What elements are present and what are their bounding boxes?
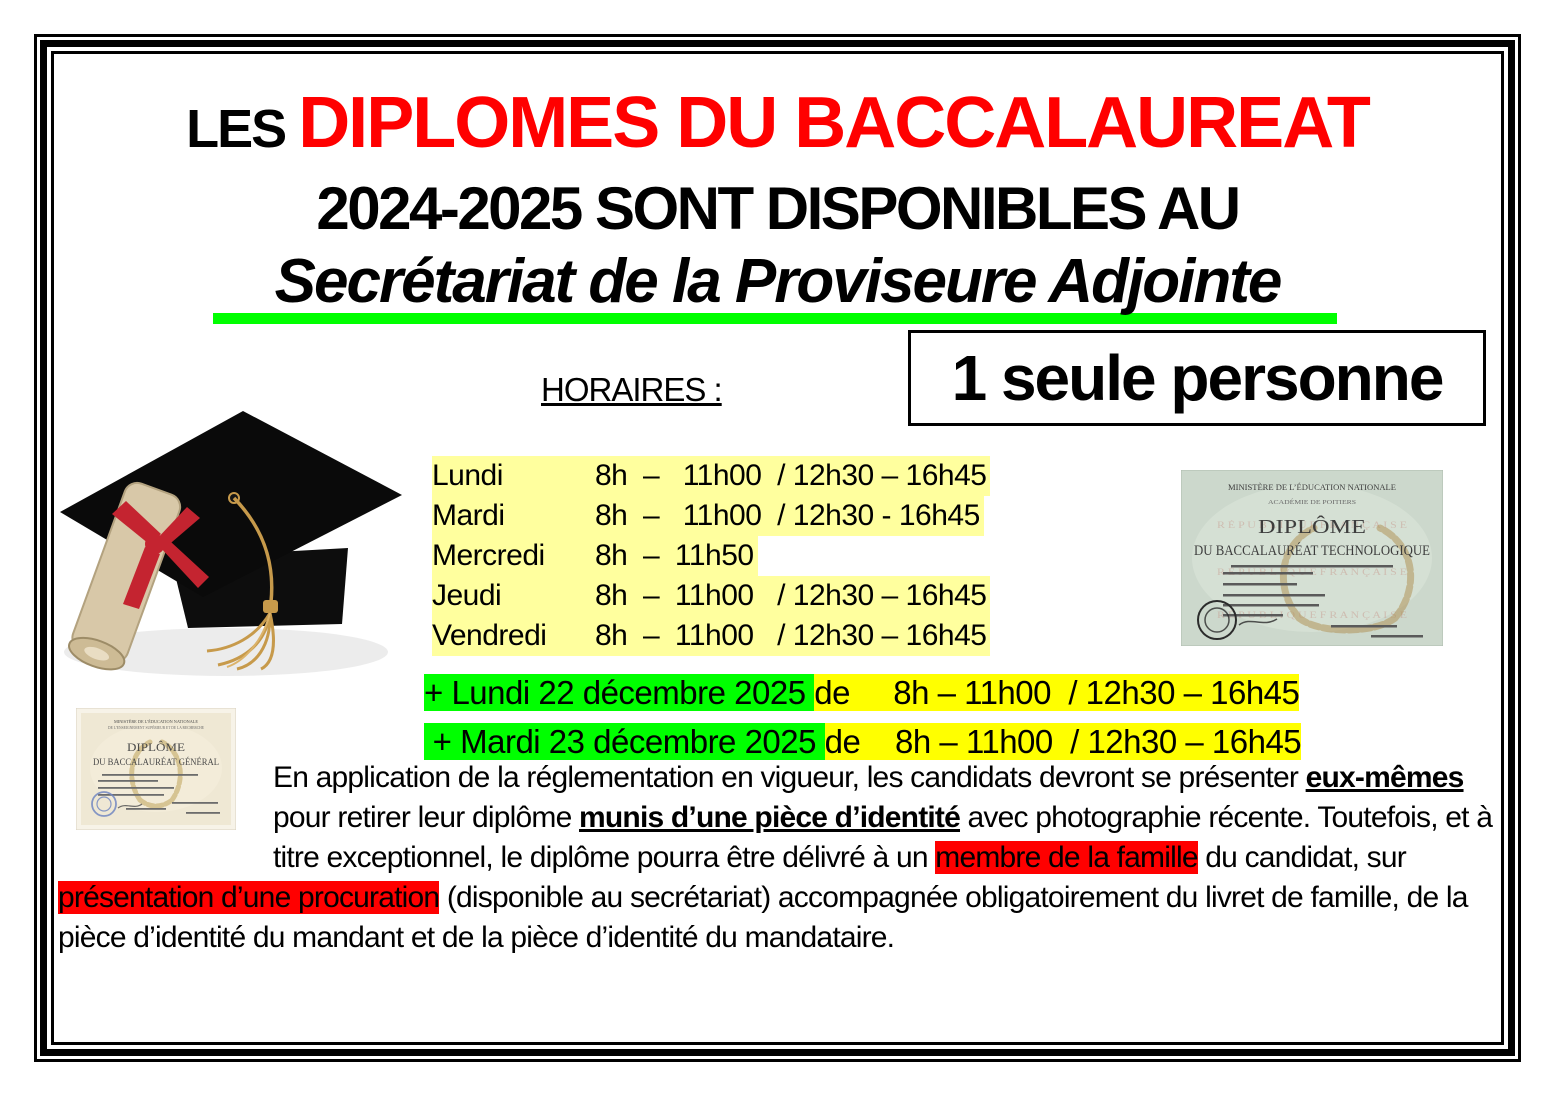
diploma-technologique-image: R É P U B L I Q U E F R A N Ç A I S E R … (1181, 470, 1443, 646)
tassel-shape (206, 492, 278, 671)
schedule-day: Mardi (432, 499, 505, 532)
diploma-header: MINISTÈRE DE L’ÉDUCATION NATIONALE (1228, 482, 1396, 492)
schedule-day: Mercredi (432, 539, 545, 572)
extra-day-date: + Lundi 22 décembre 2025 (424, 674, 815, 711)
watermark-text: R É P U B L I Q U E F R A N Ç A I S E (1217, 610, 1408, 620)
extra-day-time: de 8h – 11h00 / 12h30 – 16h45 (814, 674, 1300, 711)
notice-text: (disponible au secrétariat) accompagnée … (58, 881, 1468, 954)
schedule-time: 8h – 11h50 (595, 539, 754, 572)
schedule-row: Vendredi 8h – 11h00 / 12h30 – 16h45 (432, 616, 991, 656)
page-border-frame-inner (51, 51, 1504, 1045)
diploma-stamp (91, 791, 143, 817)
schedule-time: 8h – 11h00 / 12h30 – 16h45 (595, 619, 987, 652)
red-ribbon-shape (112, 501, 209, 609)
diploma-subheader: ACADÉMIE DE POITIERS (1268, 498, 1356, 506)
laurel-wreath-shape (1279, 524, 1415, 634)
schedule-row: Mercredi 8h – 11h50 (432, 536, 758, 576)
page-border-frame (34, 34, 1521, 1062)
title-line-2: 2024-2025 SONT DISPONIBLES AU (316, 175, 1241, 242)
title-line-1-prefix: LES (186, 99, 299, 159)
extra-day-time: de 8h – 11h00 / 12h30 – 16h45 (824, 723, 1302, 760)
extra-day-row: + Mardi 23 décembre 2025 de 8h – 11h00 /… (424, 718, 1302, 767)
page-border-frame-middle (40, 40, 1515, 1056)
schedule-row: Lundi 8h – 11h00 / 12h30 – 16h45 (432, 456, 991, 496)
diploma-general-image: MINISTÈRE DE L’ÉDUCATION NATIONALE DE L’… (76, 708, 236, 830)
graduation-cap-image (60, 411, 402, 676)
notice-emphasis-eux-memes: eux-mêmes (1305, 761, 1465, 794)
notice-text: En application de la réglementation en v… (273, 761, 1306, 794)
notice-highlight-procuration: présentation d’une procuration (58, 881, 440, 914)
notice-text: pour retirer leur diplôme (273, 801, 580, 834)
green-underline-bar (213, 313, 1337, 324)
text-wrap-spacer (58, 758, 273, 870)
schedule-day: Lundi (432, 459, 503, 492)
extra-day-row: + Lundi 22 décembre 2025 de 8h – 11h00 /… (424, 669, 1301, 718)
notice-text: avec photographie récente. Toutefois, et… (273, 801, 1493, 874)
diploma-title: DIPLÔME (1258, 514, 1366, 538)
extra-days-list: + Lundi 22 décembre 2025 de 8h – 11h00 /… (424, 669, 1302, 767)
diploma-body-lines (98, 774, 220, 814)
extra-day-date: + Mardi 23 décembre 2025 (424, 723, 825, 760)
notice-text: du candidat, sur (1197, 841, 1406, 874)
title-line-3: Secrétariat de la Proviseure Adjointe (274, 247, 1283, 316)
schedule-row: Mardi 8h – 11h00 / 12h30 - 16h45 (432, 496, 984, 536)
notice-highlight-membre-famille: membre de la famille (935, 841, 1199, 874)
diploma-title-2: DU BACCALAURÉAT GÉNÉRAL (93, 757, 219, 767)
diploma-stamp (1197, 600, 1278, 640)
diploma-body-lines (1223, 565, 1423, 638)
single-person-box: 1 seule personne (908, 330, 1486, 426)
diploma-header: MINISTÈRE DE L’ÉDUCATION NATIONALE (114, 719, 198, 724)
schedule-time: 8h – 11h00 / 12h30 - 16h45 (595, 499, 980, 532)
title-line-1: LES DIPLOMES DU BACCALAUREAT (0, 82, 1555, 164)
title-line-1-main: DIPLOMES DU BACCALAUREAT (298, 83, 1371, 163)
schedule-list: Lundi 8h – 11h00 / 12h30 – 16h45 Mardi 8h … (432, 456, 991, 656)
schedule-time: 8h – 11h00 / 12h30 – 16h45 (595, 579, 987, 612)
schedule-day: Jeudi (432, 579, 502, 612)
diploma-subheader: DE L’ENSEIGNEMENT SUPÉRIEUR ET DE LA REC… (108, 725, 204, 730)
diploma-title: DIPLÔME (127, 740, 185, 754)
diploma-scroll-shape (68, 481, 209, 671)
horaires-heading: HORAIRES : (541, 371, 723, 408)
notice-emphasis-piece-identite: munis d’une pièce d’identité (579, 801, 961, 834)
diploma-title-2: DU BACCALAURÉAT TECHNOLOGIQUE (1194, 542, 1430, 559)
schedule-day: Vendredi (432, 619, 547, 652)
notice-paragraph: En application de la réglementation en v… (58, 758, 1498, 958)
schedule-time: 8h – 11h00 / 12h30 – 16h45 (595, 459, 987, 492)
schedule-row: Jeudi 8h – 11h00 / 12h30 – 16h45 (432, 576, 991, 616)
